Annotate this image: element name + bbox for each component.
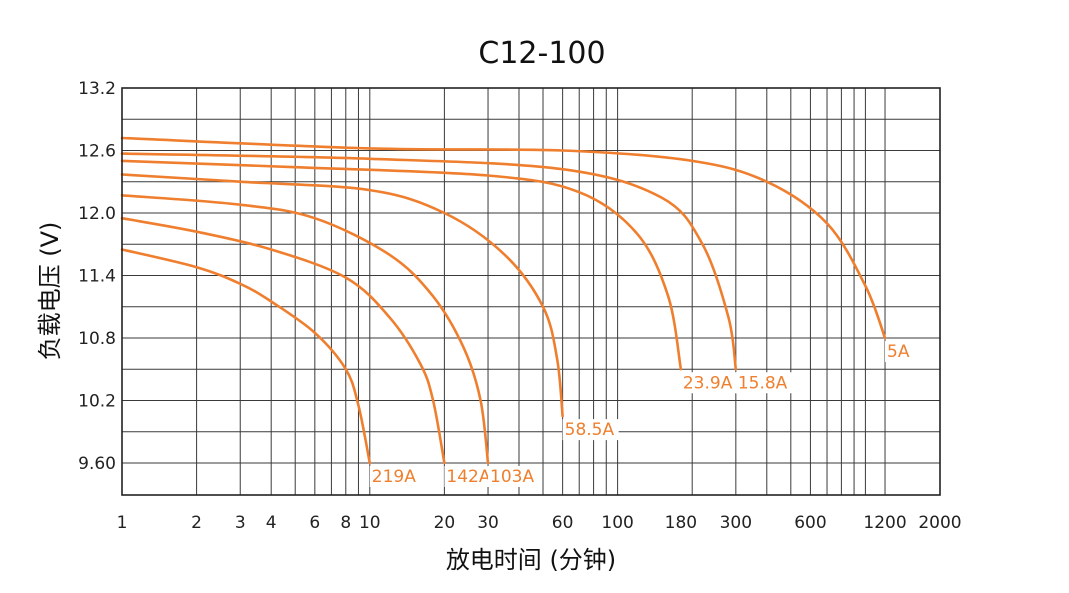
y-tick-label: 13.2 (78, 79, 116, 99)
y-tick-label: 12.0 (78, 204, 116, 224)
x-tick-label: 8 (340, 513, 351, 533)
series-line-23.9A (120, 159, 683, 371)
series-label-bg (369, 466, 416, 487)
x-tick-label: 1 (117, 513, 128, 533)
x-axis-label: 放电时间 (分钟) (446, 546, 616, 574)
series-line-5A (120, 136, 887, 340)
x-tick-label: 6 (309, 513, 320, 533)
series-label-bg (562, 419, 619, 441)
plot-frame (121, 87, 941, 496)
series-label-219A: 219A (372, 467, 416, 487)
x-tick-label: 3 (235, 513, 246, 533)
x-tick-label: 10 (359, 513, 381, 533)
y-axis-label: 负载电压 (V) (36, 222, 64, 361)
x-tick-label: 2000 (918, 513, 961, 533)
x-tick-label: 30 (477, 513, 499, 533)
series-label-23.9A: 23.9A (683, 373, 733, 393)
x-tick-label: 20 (434, 513, 456, 533)
y-tick-label: 11.4 (78, 267, 116, 287)
y-axis-ticks: 13.2 12.6 12.0 11.4 10.8 10.2 9.60 (78, 79, 116, 474)
series-label-5A: 5A (887, 342, 910, 362)
x-tick-label: 180 (665, 513, 697, 533)
x-tick-label: 100 (601, 513, 633, 533)
x-tick-label: 1200 (863, 513, 906, 533)
series-labels: 219A 142A 103A 58.5A 23.9A 15.8A 5A (369, 341, 912, 487)
series-line-142A (120, 216, 446, 465)
y-tick-label: 10.2 (78, 392, 116, 412)
series-label-bg (444, 466, 491, 487)
series-line-219A (120, 248, 372, 465)
x-tick-label: 2 (191, 513, 202, 533)
series-curves (120, 136, 887, 465)
chart-title: C12-100 (478, 36, 605, 71)
x-tick-label: 4 (266, 513, 277, 533)
series-label-bg (735, 372, 792, 394)
x-tick-label: 300 (720, 513, 752, 533)
series-label-103A: 103A (490, 467, 534, 487)
x-tick-label: 60 (552, 513, 574, 533)
y-tick-label: 9.60 (78, 454, 116, 474)
x-tick-label: 600 (794, 513, 826, 533)
series-label-58.5A: 58.5A (565, 420, 615, 440)
series-label-bg (488, 466, 535, 487)
y-tick-label: 10.8 (78, 329, 116, 349)
x-axis-ticks: 1 2 3 4 6 8 10 20 30 60 100 180 300 600 1200 2000 (117, 513, 962, 533)
series-label-15.8A: 15.8A (738, 373, 788, 393)
series-label-bg (885, 341, 912, 362)
series-label-142A: 142A (446, 467, 490, 487)
y-tick-label: 12.6 (78, 142, 116, 162)
series-line-15.8A (120, 152, 738, 371)
series-line-103A (120, 194, 490, 465)
series-label-bg (680, 372, 737, 394)
series-line-58.5A (120, 173, 564, 418)
